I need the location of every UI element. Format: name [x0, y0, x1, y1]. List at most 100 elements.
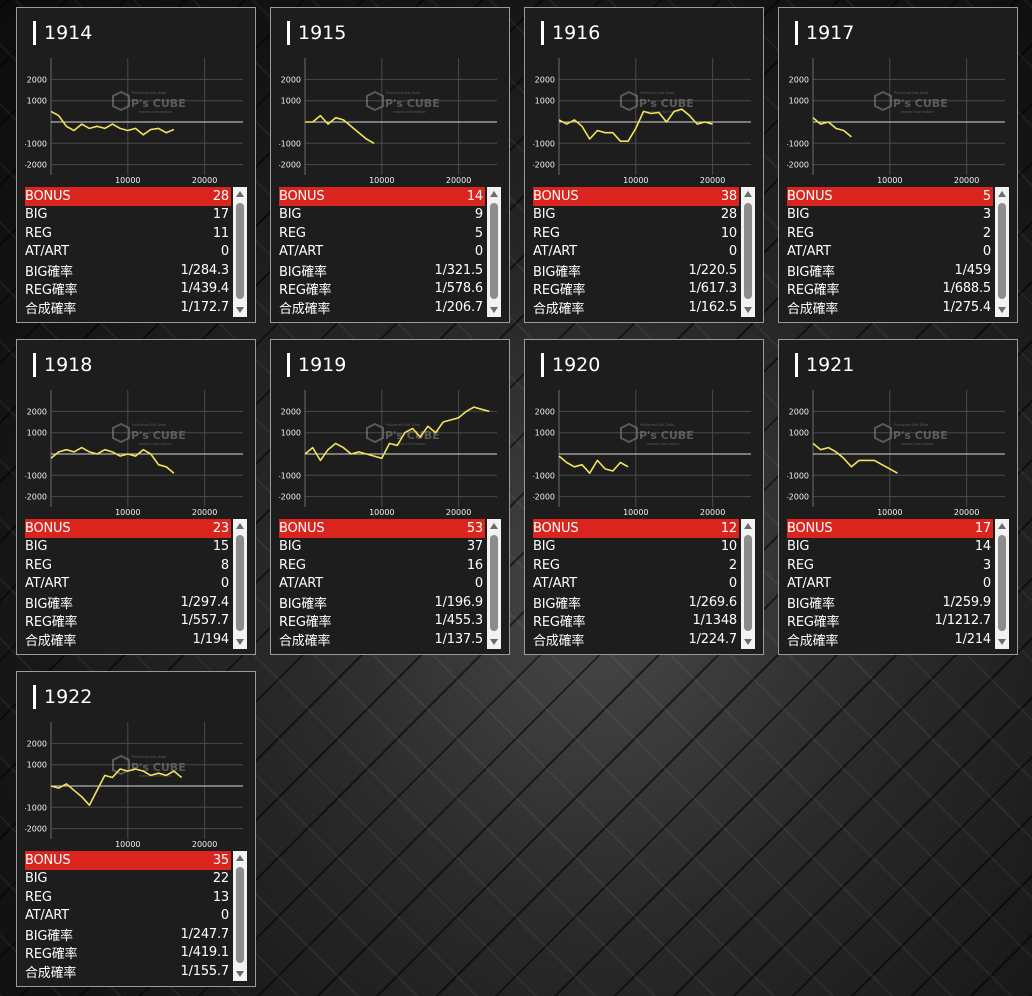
slump-graph: Published Slot Data P's CUBE makes informa…	[25, 50, 247, 188]
stat-value: 1/455.3	[434, 613, 484, 629]
machine-panel[interactable]: 1921 Published Slot Data P's CUBE makes in…	[778, 339, 1018, 655]
machine-panel[interactable]: 1916 Published Slot Data P's CUBE makes in…	[524, 7, 764, 323]
machine-panel[interactable]: 1914 Published Slot Data P's CUBE makes in…	[16, 7, 256, 323]
stat-label: REG	[279, 557, 306, 573]
svg-text:Published Slot Data: Published Slot Data	[132, 755, 166, 759]
y-tick-label: 2000	[27, 739, 47, 748]
stats-scrollbar[interactable]	[233, 187, 247, 317]
machine-panel[interactable]: 1915 Published Slot Data P's CUBE makes in…	[270, 7, 510, 323]
machine-panel[interactable]: 1917 Published Slot Data P's CUBE makes in…	[778, 7, 1018, 323]
scroll-up-arrow-icon[interactable]	[744, 191, 752, 197]
scroll-up-arrow-icon[interactable]	[236, 855, 244, 861]
scroll-up-arrow-icon[interactable]	[490, 523, 498, 529]
machine-panel[interactable]: 1922 Published Slot Data P's CUBE makes in…	[16, 671, 256, 987]
stats-scrollbar[interactable]	[995, 187, 1009, 317]
scroll-down-arrow-icon[interactable]	[490, 307, 498, 313]
scroll-down-arrow-icon[interactable]	[998, 639, 1006, 645]
stat-label: BONUS	[25, 852, 71, 868]
stats-scrollbar[interactable]	[995, 519, 1009, 649]
stat-label: 合成確率	[25, 633, 77, 649]
scroll-up-arrow-icon[interactable]	[998, 523, 1006, 529]
stats-scrollbar[interactable]	[741, 519, 755, 649]
scroll-up-arrow-icon[interactable]	[236, 523, 244, 529]
stat-value: 1/284.3	[180, 262, 230, 278]
machine-panel[interactable]: 1918 Published Slot Data P's CUBE makes in…	[16, 339, 256, 655]
scroll-thumb[interactable]	[744, 203, 752, 299]
y-tick-label: 2000	[535, 407, 555, 416]
x-tick-label: 10000	[623, 508, 648, 517]
y-tick-label: -2000	[25, 161, 47, 170]
y-tick-label: 1000	[281, 429, 301, 438]
stat-value: 11	[212, 225, 229, 241]
scroll-thumb[interactable]	[744, 535, 752, 631]
stat-value: 1/224.7	[688, 631, 738, 647]
stats-scrollbar[interactable]	[233, 519, 247, 649]
slump-series-line	[50, 768, 183, 806]
y-tick-label: 1000	[789, 429, 809, 438]
y-tick-label: 2000	[27, 407, 47, 416]
stat-row-at-art: AT/ART 0	[533, 575, 739, 594]
scroll-down-arrow-icon[interactable]	[236, 639, 244, 645]
stat-value: 1/1212.7	[934, 613, 991, 629]
stat-row-big-rate: BIG確率 1/297.4	[25, 593, 231, 612]
stat-row-big-rate: BIG確率 1/220.5	[533, 261, 739, 280]
stat-value: 3	[982, 207, 991, 223]
stats-scrollbar[interactable]	[487, 519, 501, 649]
stat-label: 合成確率	[787, 301, 839, 317]
scroll-down-arrow-icon[interactable]	[998, 307, 1006, 313]
scroll-up-arrow-icon[interactable]	[490, 191, 498, 197]
scroll-up-arrow-icon[interactable]	[998, 191, 1006, 197]
stats-scrollbar[interactable]	[741, 187, 755, 317]
stat-label: REG確率	[279, 283, 332, 299]
stat-row-bonus: BONUS 38	[533, 187, 739, 206]
stat-label: REG確率	[279, 615, 332, 631]
scroll-thumb[interactable]	[236, 867, 244, 963]
scroll-down-arrow-icon[interactable]	[236, 307, 244, 313]
machine-header: 1916	[541, 20, 600, 46]
scroll-thumb[interactable]	[236, 203, 244, 299]
scroll-down-arrow-icon[interactable]	[236, 971, 244, 977]
stat-row-reg: REG 10	[533, 224, 739, 243]
stat-row-reg-rate: REG確率 1/1212.7	[787, 612, 993, 630]
stat-row-big: BIG 9	[279, 206, 485, 225]
slump-graph: Published Slot Data P's CUBE makes informa…	[25, 382, 247, 520]
machine-header: 1922	[33, 684, 92, 710]
scroll-thumb[interactable]	[490, 535, 498, 631]
machine-panel[interactable]: 1919 Published Slot Data P's CUBE makes in…	[270, 339, 510, 655]
stat-value: 1/196.9	[434, 594, 484, 610]
scroll-down-arrow-icon[interactable]	[490, 639, 498, 645]
scroll-down-arrow-icon[interactable]	[744, 307, 752, 313]
scroll-thumb[interactable]	[490, 203, 498, 299]
scroll-up-arrow-icon[interactable]	[744, 523, 752, 529]
svg-text:Published Slot Data: Published Slot Data	[640, 91, 674, 95]
stat-label: REG	[787, 225, 814, 241]
y-tick-label: -1000	[279, 471, 301, 480]
scroll-thumb[interactable]	[998, 203, 1006, 299]
stat-row-bonus: BONUS 35	[25, 851, 231, 870]
scroll-up-arrow-icon[interactable]	[236, 191, 244, 197]
slump-graph: Published Slot Data P's CUBE makes informa…	[533, 382, 755, 520]
stat-label: BIG確率	[787, 264, 835, 280]
stat-value: 1/578.6	[434, 281, 484, 297]
stat-label: 合成確率	[533, 301, 585, 317]
stat-row-big-rate: BIG確率 1/247.7	[25, 925, 231, 944]
machine-panel[interactable]: 1920 Published Slot Data P's CUBE makes in…	[524, 339, 764, 655]
stats-scrollbar[interactable]	[487, 187, 501, 317]
stat-label: BIG確率	[279, 596, 327, 612]
stat-label: REG	[533, 225, 560, 241]
stat-value: 1/617.3	[688, 281, 738, 297]
scroll-thumb[interactable]	[236, 535, 244, 631]
stat-row-big-rate: BIG確率 1/259.9	[787, 593, 993, 612]
slump-graph: Published Slot Data P's CUBE makes informa…	[279, 50, 501, 188]
x-tick-label: 20000	[700, 176, 725, 185]
stat-label: BIG確率	[25, 596, 73, 612]
y-tick-label: -2000	[787, 161, 809, 170]
stat-row-combined-rate: 合成確率 1/275.4	[787, 298, 993, 317]
stats-scrollbar[interactable]	[233, 851, 247, 981]
stat-value: 12	[720, 520, 737, 536]
scroll-down-arrow-icon[interactable]	[744, 639, 752, 645]
scroll-thumb[interactable]	[998, 535, 1006, 631]
stats-table: BONUS 53 BIG 37 REG 16 AT/ART 0 BIG確率	[279, 519, 501, 649]
